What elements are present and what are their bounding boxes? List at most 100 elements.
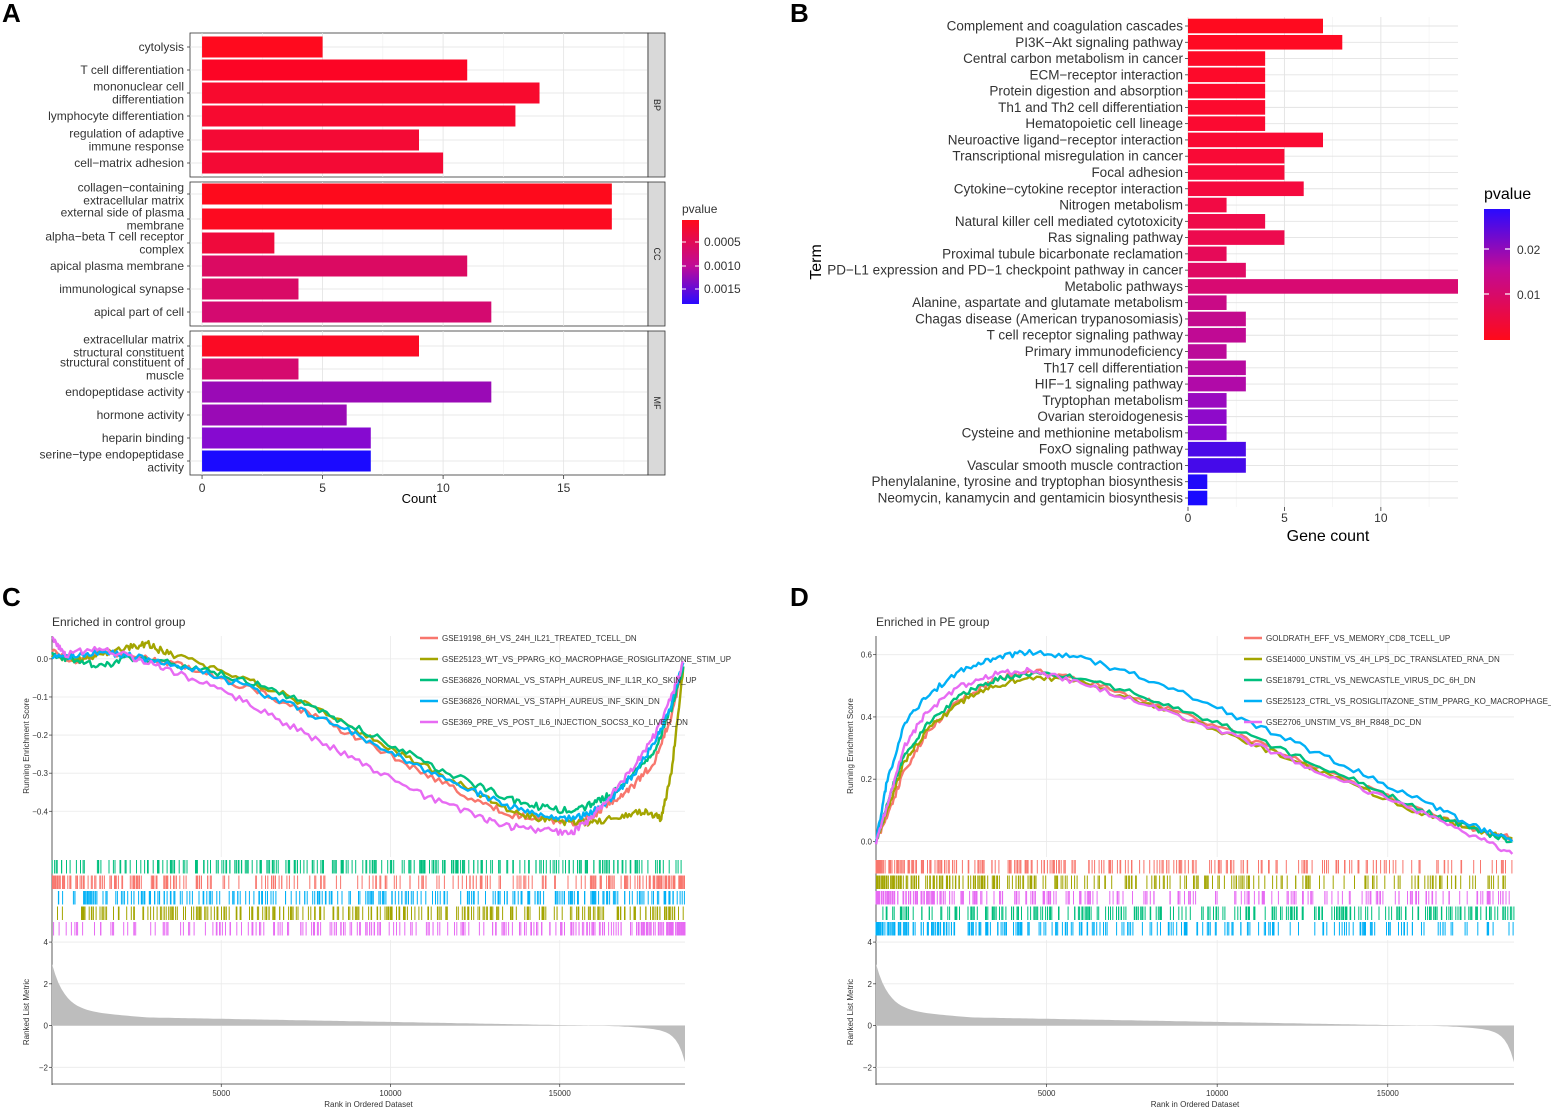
y-tick-label: −0.4 <box>32 807 48 816</box>
bar <box>1188 327 1246 343</box>
y-tick-label: 4 <box>868 938 873 947</box>
y-tick-label: hormone activity <box>97 408 184 422</box>
es-line <box>51 647 685 827</box>
y-tick-label: −0.1 <box>32 693 48 702</box>
x-tick-label: 5 <box>1281 511 1288 525</box>
y-tick-label: extracellular matrix <box>83 194 184 208</box>
y-tick-label: muscle <box>146 369 184 383</box>
y-axis-title: Running Enrichment Score <box>846 698 855 794</box>
bar <box>202 450 371 472</box>
y-tick-label: regulation of adaptive <box>69 127 184 141</box>
bar <box>202 358 299 380</box>
y-tick-label: cytolysis <box>139 40 184 54</box>
bar <box>202 82 540 104</box>
bar <box>1188 458 1246 473</box>
x-tick-label: 15 <box>557 481 571 495</box>
bar <box>1188 425 1227 441</box>
bar <box>202 129 419 151</box>
facet-label: MF <box>652 397 662 410</box>
y-tick-label: 0 <box>44 1022 49 1031</box>
bar <box>1188 393 1227 408</box>
y-tick-label: Tryptophan metabolism <box>1042 393 1183 408</box>
x-axis-title: Rank in Ordered Dataset <box>324 1100 413 1109</box>
bar <box>1188 18 1323 34</box>
x-tick-label: 10000 <box>1206 1089 1229 1098</box>
ranked-metric-area <box>876 964 1514 1063</box>
y-tick-label: endopeptidase activity <box>65 385 184 399</box>
bar <box>1188 67 1266 83</box>
panel-letter-d: D <box>790 582 809 612</box>
x-tick-label: 5 <box>319 481 326 495</box>
es-line <box>874 674 1513 841</box>
legend-label: GSE369_PRE_VS_POST_IL6_INJECTION_SOCS3_K… <box>442 718 688 727</box>
y-tick-label: alpha−beta T cell receptor <box>45 230 184 244</box>
y-tick-label: Neuroactive ligand−receptor interaction <box>948 132 1183 147</box>
plot-title: Enriched in control group <box>52 615 186 629</box>
panel-letter-b: B <box>790 0 809 28</box>
y-tick-label: 4 <box>44 938 49 947</box>
panel-b-kegg-barplot: Complement and coagulation cascadesPI3K−… <box>808 17 1541 545</box>
y-tick-label: Th17 cell differentiation <box>1044 360 1183 375</box>
legend-colorbar <box>1484 209 1510 340</box>
bar <box>202 335 419 357</box>
y-tick-label: 0 <box>868 1022 873 1031</box>
bar <box>1188 409 1227 424</box>
y-tick-label: −2 <box>39 1063 49 1072</box>
panel-letter-a: A <box>2 0 21 28</box>
x-tick-label: 5000 <box>1038 1089 1056 1098</box>
y-tick-label: lymphocyte differentiation <box>48 109 184 123</box>
legend-label: GSE19198_6H_VS_24H_IL21_TREATED_TCELL_DN <box>442 634 637 643</box>
y-tick-label: structural constituent of <box>60 356 185 370</box>
legend-label: GSE18791_CTRL_VS_NEWCASTLE_VIRUS_DC_6H_D… <box>1266 676 1476 685</box>
y-tick-label: ECM−receptor interaction <box>1030 67 1183 82</box>
y-tick-label: heparin binding <box>102 431 184 445</box>
y-tick-label: 0.0 <box>37 655 49 664</box>
bar <box>1188 262 1246 278</box>
y-tick-label: immunological synapse <box>59 282 184 296</box>
x-tick-label: 10 <box>436 481 450 495</box>
y-tick-label: Alanine, aspartate and glutamate metabol… <box>912 295 1183 310</box>
y-tick-label: Focal adhesion <box>1091 165 1183 180</box>
y-tick-label: Cytokine−cytokine receptor interaction <box>954 181 1183 196</box>
y-tick-label: mononuclear cell <box>93 80 184 94</box>
plot-area <box>1188 17 1458 507</box>
x-tick-label: 10000 <box>379 1089 402 1098</box>
bar <box>1188 376 1246 392</box>
x-axis-title: Gene count <box>1287 528 1370 545</box>
legend-label: 0.0015 <box>704 282 741 296</box>
es-line <box>51 636 685 836</box>
y-tick-label: 0.4 <box>861 713 873 722</box>
x-tick-label: 15000 <box>1377 1089 1400 1098</box>
facet-strip-bp <box>647 32 666 178</box>
bar <box>1188 34 1343 50</box>
bar <box>202 208 612 230</box>
y-tick-label: −2 <box>863 1063 873 1072</box>
y-tick-label: cell−matrix adhesion <box>74 156 184 170</box>
bar <box>1188 246 1227 262</box>
legend-label: GSE36826_NORMAL_VS_STAPH_AUREUS_INF_SKIN… <box>442 697 660 706</box>
legend-label: GSE25123_CTRL_VS_ROSIGLITAZONE_STIM_PPAR… <box>1266 697 1551 706</box>
bar <box>1188 132 1323 148</box>
y-tick-label: Ovarian steroidogenesis <box>1037 409 1183 424</box>
y-tick-label: 2 <box>868 980 873 989</box>
es-line <box>50 639 685 827</box>
y-tick-label: immune response <box>89 140 185 154</box>
y-tick-label: PI3K−Akt signaling pathway <box>1015 35 1183 50</box>
legend-label: GOLDRATH_EFF_VS_MEMORY_CD8_TCELL_UP <box>1266 634 1450 643</box>
legend-label: 0.0005 <box>704 235 741 249</box>
y-tick-label: FoxO signaling pathway <box>1039 442 1183 457</box>
facet-strip-mf <box>647 330 666 476</box>
legend-colorbar <box>682 220 699 304</box>
y-tick-label: complex <box>139 243 184 257</box>
y-tick-label: 2 <box>44 980 49 989</box>
bar <box>1188 181 1304 197</box>
bar <box>1188 344 1227 359</box>
legend-label: GSE14000_UNSTIM_VS_4H_LPS_DC_TRANSLATED_… <box>1266 655 1500 664</box>
facet-label: BP <box>652 99 662 111</box>
bar <box>202 381 492 403</box>
bar <box>202 183 612 205</box>
legend-title: pvalue <box>1484 186 1531 203</box>
x-tick-label: 5000 <box>212 1089 230 1098</box>
bar <box>202 278 299 300</box>
